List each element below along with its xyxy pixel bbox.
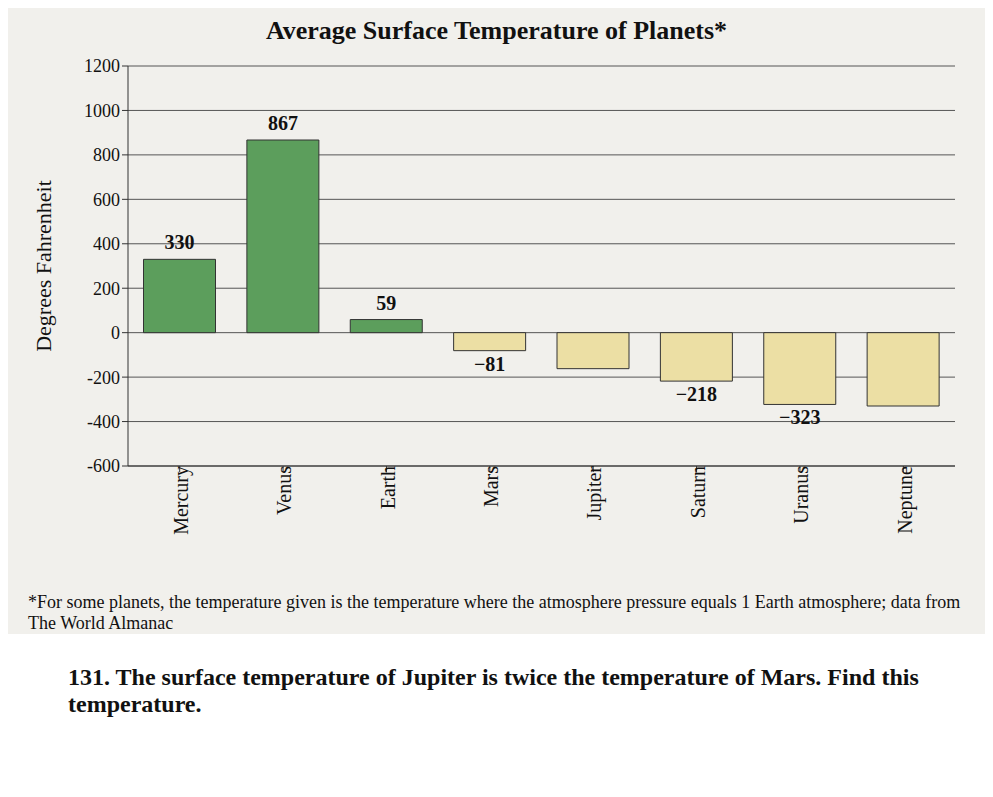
svg-text:200: 200: [93, 279, 120, 299]
svg-text:-200: -200: [87, 368, 120, 388]
svg-text:-600: -600: [87, 456, 120, 476]
svg-text:800: 800: [93, 145, 120, 165]
svg-text:−81: −81: [474, 353, 505, 375]
svg-text:867: 867: [268, 112, 298, 134]
svg-text:Earth: Earth: [377, 466, 399, 509]
html-text:*For some planets, the tempera: *For some planets, the temperature given…: [28, 592, 961, 633]
svg-text:Mercury: Mercury: [170, 466, 193, 535]
svg-text:Venus: Venus: [273, 466, 295, 515]
svg-text:0: 0: [111, 323, 120, 343]
svg-text:1000: 1000: [84, 101, 120, 121]
svg-text:Degrees Fahrenheit: Degrees Fahrenheit: [31, 180, 56, 352]
svg-text:59: 59: [376, 292, 396, 314]
svg-text:-400: -400: [87, 412, 120, 432]
svg-text:330: 330: [165, 231, 195, 253]
svg-text:−218: −218: [676, 383, 717, 405]
svg-text:600: 600: [93, 190, 120, 210]
svg-text:1200: 1200: [84, 56, 120, 76]
svg-text:400: 400: [93, 234, 120, 254]
html-text:Average Surface Temperature of: Average Surface Temperature of Planets*: [265, 16, 728, 45]
svg-text:Mars: Mars: [480, 466, 502, 507]
svg-text:−323: −323: [779, 406, 820, 428]
svg-text:Neptune: Neptune: [894, 466, 917, 534]
svg-text:Jupiter: Jupiter: [583, 466, 606, 521]
svg-text:Uranus: Uranus: [790, 466, 812, 524]
html-text:131. The surface temperature o: 131. The surface temperature of Jupiter …: [68, 664, 919, 717]
svg-text:Saturn: Saturn: [687, 466, 709, 518]
